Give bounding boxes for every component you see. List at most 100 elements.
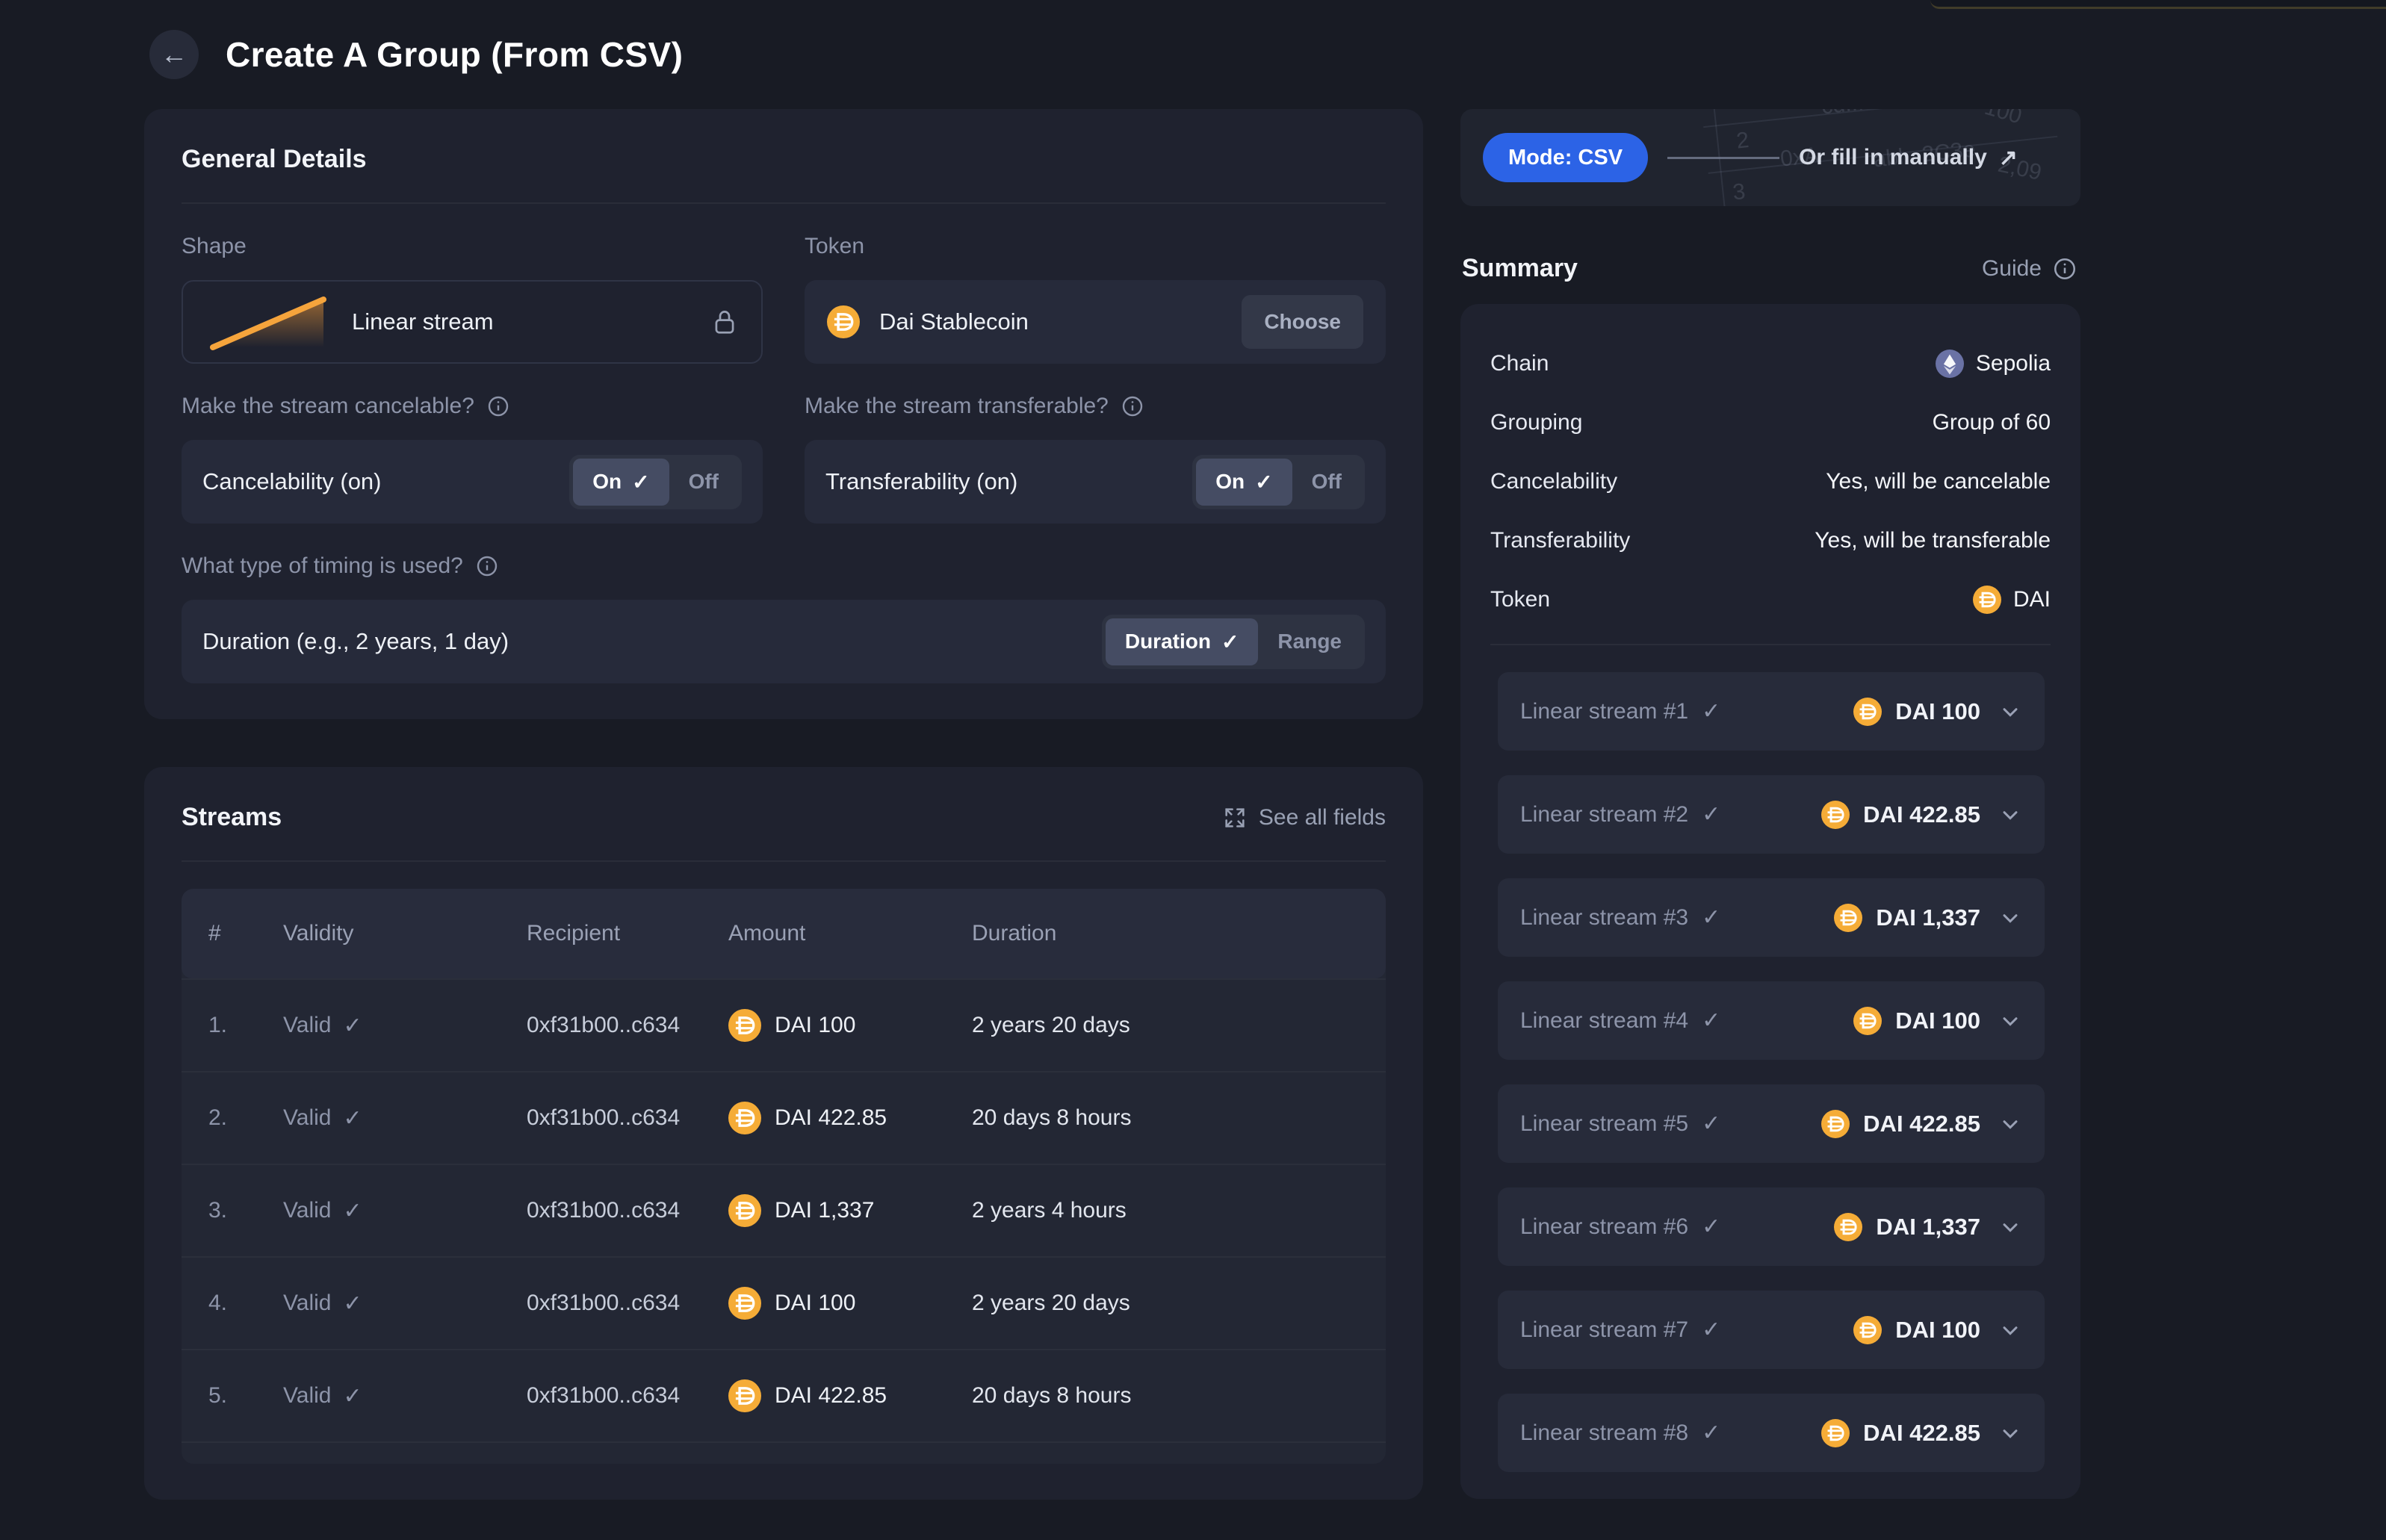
table-row-partial — [182, 1441, 1386, 1464]
transferability-on-button[interactable]: On ✓ — [1196, 458, 1292, 506]
summary-row-transferability: Transferability Yes, will be transferabl… — [1490, 511, 2051, 570]
dai-token-icon — [1834, 903, 1863, 932]
page-title: Create A Group (From CSV) — [226, 35, 684, 74]
summary-row-token: Token DAI — [1490, 570, 2051, 629]
table-row: 1. Valid ✓ 0xf31b00..c634 DAI 100 2 years… — [182, 978, 1386, 1071]
recipient-value: 0xf31b00..c634 — [527, 1105, 681, 1130]
dai-token-icon — [728, 1194, 761, 1227]
summary-stream-item[interactable]: Linear stream #7 ✓ DAI 100 — [1498, 1291, 2045, 1369]
check-icon: ✓ — [1221, 630, 1239, 653]
summary-stream-item[interactable]: Linear stream #4 ✓ DAI 100 — [1498, 981, 2045, 1060]
cancelable-question: Make the stream cancelable? — [182, 394, 474, 418]
dai-token-icon — [1972, 585, 2001, 614]
cancelability-on-button[interactable]: On ✓ — [573, 458, 669, 506]
shape-value: Linear stream — [352, 308, 494, 335]
info-icon[interactable] — [475, 554, 499, 578]
range-label: Range — [1277, 630, 1342, 653]
summary-stream-item[interactable]: Linear stream #5 ✓ DAI 422.85 — [1498, 1084, 2045, 1163]
check-icon: ✓ — [1702, 1421, 1721, 1445]
duration-value: 20 days 8 hours — [972, 1105, 1132, 1130]
dai-token-icon — [728, 1009, 761, 1042]
dai-token-icon — [1821, 800, 1850, 829]
linear-stream-chart-icon — [205, 291, 332, 353]
check-icon: ✓ — [1702, 1214, 1721, 1239]
stream-amount: DAI 1,337 — [1876, 904, 1980, 931]
fill-manually-link[interactable]: Or fill in manually ↗ — [1799, 145, 2018, 171]
check-icon: ✓ — [1702, 905, 1721, 930]
transferability-label: Transferability (on) — [825, 468, 1018, 494]
check-icon: ✓ — [1702, 699, 1721, 724]
summary-value: Sepolia — [1975, 350, 2051, 376]
recipient-value: 0xf31b00..c634 — [527, 1013, 681, 1037]
check-icon: ✓ — [1702, 1008, 1721, 1033]
range-button[interactable]: Range — [1258, 618, 1361, 665]
mode-csv-pill[interactable]: Mode: CSV — [1483, 133, 1649, 182]
streams-card: Streams See all fields # — [144, 767, 1423, 1500]
fill-manually-label: Or fill in manually — [1799, 145, 1987, 170]
summary-stream-item[interactable]: Linear stream #8 ✓ DAI 422.85 — [1498, 1394, 2045, 1472]
cancelability-off-button[interactable]: Off — [669, 459, 738, 505]
check-icon: ✓ — [632, 470, 650, 494]
chevron-down-icon — [1998, 906, 2022, 930]
col-amount: Amount — [728, 921, 806, 946]
chevron-down-icon — [1998, 1112, 2022, 1136]
stream-amount: DAI 422.85 — [1863, 801, 1980, 828]
check-icon: ✓ — [1702, 1317, 1721, 1342]
on-label: On — [1215, 470, 1245, 493]
stream-amount: DAI 422.85 — [1863, 1419, 1980, 1446]
timing-field: Duration (e.g., 2 years, 1 day) Duration… — [182, 600, 1386, 683]
summary-value: DAI — [2012, 586, 2051, 612]
mode-banner: 2 3 0xA abl...2C3e cd...78be 100 2,09 Mo… — [1460, 109, 2080, 206]
table-row: 2. Valid ✓ 0xf31b00..c634 DAI 422.85 20 d… — [182, 1071, 1386, 1164]
summary-label: Chain — [1490, 350, 1549, 376]
col-duration: Duration — [972, 921, 1057, 946]
summary-stream-item[interactable]: Linear stream #6 ✓ DAI 1,337 — [1498, 1187, 2045, 1266]
validity-value: Valid — [283, 1013, 332, 1037]
off-label: Off — [688, 470, 719, 493]
stream-label: Linear stream #7 — [1520, 1317, 1689, 1342]
token-value: Dai Stablecoin — [879, 308, 1029, 335]
summary-stream-item[interactable]: Linear stream #3 ✓ DAI 1,337 — [1498, 878, 2045, 957]
cancelability-label: Cancelability (on) — [202, 468, 382, 494]
see-all-fields-button[interactable]: See all fields — [1223, 805, 1386, 830]
shape-select[interactable]: Linear stream — [182, 280, 763, 364]
cancelability-field: Cancelability (on) On ✓ Off — [182, 440, 763, 524]
check-icon: ✓ — [343, 1291, 362, 1316]
token-select[interactable]: Dai Stablecoin Choose — [805, 280, 1386, 364]
amount-value: DAI 422.85 — [775, 1105, 887, 1130]
info-icon[interactable] — [486, 394, 510, 418]
summary-stream-item[interactable]: Linear stream #2 ✓ DAI 422.85 — [1498, 775, 2045, 854]
transferability-off-button[interactable]: Off — [1292, 459, 1361, 505]
info-icon[interactable] — [1121, 394, 1144, 418]
validity-value: Valid — [283, 1291, 332, 1315]
col-index: # — [208, 921, 221, 946]
on-label: On — [592, 470, 622, 493]
chevron-down-icon — [1998, 803, 2022, 827]
row-index: 2. — [208, 1105, 228, 1130]
duration-value: 2 years 20 days — [972, 1013, 1130, 1037]
lock-icon — [710, 306, 739, 338]
summary-label: Transferability — [1490, 527, 1631, 553]
summary-label: Token — [1490, 586, 1551, 612]
duration-value: 20 days 8 hours — [972, 1383, 1132, 1408]
cancelability-toggle: On ✓ Off — [569, 454, 742, 509]
dai-token-icon — [827, 305, 860, 338]
guide-label: Guide — [1981, 255, 2042, 281]
expand-icon — [1223, 806, 1247, 830]
duration-value: 2 years 4 hours — [972, 1198, 1127, 1223]
duration-button[interactable]: Duration ✓ — [1105, 618, 1259, 665]
arrow-up-right-icon: ↗ — [1998, 145, 2018, 170]
summary-stream-item[interactable]: Linear stream #1 ✓ DAI 100 — [1498, 672, 2045, 751]
summary-title: Summary — [1462, 254, 1578, 282]
chevron-down-icon — [1998, 1421, 2022, 1445]
general-details-card: General Details Shape — [144, 109, 1423, 719]
timing-label: Duration (e.g., 2 years, 1 day) — [202, 628, 509, 654]
validity-value: Valid — [283, 1105, 332, 1130]
check-icon: ✓ — [343, 1383, 362, 1409]
check-icon: ✓ — [1255, 470, 1273, 494]
table-row: 4. Valid ✓ 0xf31b00..c634 DAI 100 2 years… — [182, 1256, 1386, 1349]
choose-token-button[interactable]: Choose — [1242, 295, 1363, 349]
transferable-question: Make the stream transferable? — [805, 394, 1109, 418]
back-button[interactable]: ← — [149, 30, 199, 79]
guide-button[interactable]: Guide — [1982, 256, 2077, 282]
